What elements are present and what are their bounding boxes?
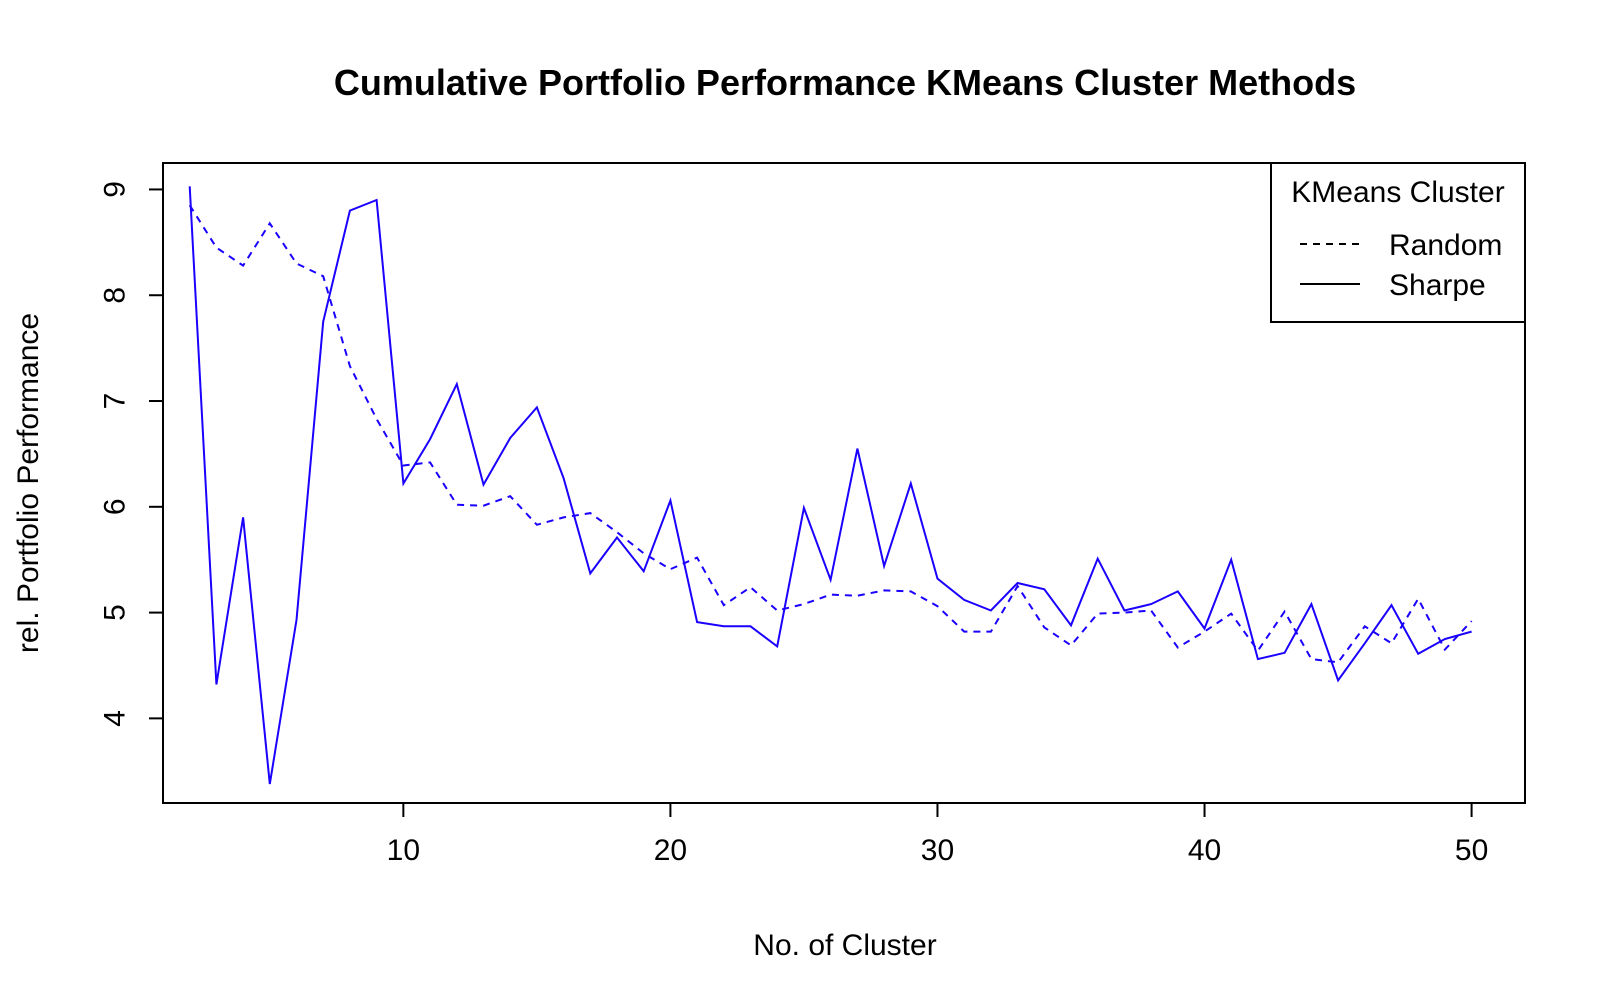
x-axis-label: No. of Cluster: [753, 929, 936, 962]
series-layer: [188, 186, 1473, 785]
y-tick-label: 4: [99, 710, 132, 727]
legend-label-random: Random: [1389, 229, 1502, 262]
x-tick-label: 20: [654, 834, 687, 867]
y-tick-label: 6: [99, 498, 132, 515]
legend: KMeans Cluster Random Sharpe: [1270, 162, 1526, 323]
y-tick-label: 9: [99, 181, 132, 198]
x-tick-label: 30: [921, 834, 954, 867]
legend-label-sharpe: Sharpe: [1389, 269, 1486, 302]
x-axis: 10 20 30 40 50: [387, 803, 1488, 867]
series-line-sharpe: [188, 186, 1472, 785]
y-axis-label: rel. Portfolio Performance: [12, 313, 45, 653]
x-tick-label: 50: [1455, 834, 1488, 867]
y-tick-label: 5: [99, 604, 132, 621]
y-tick-label: 7: [99, 393, 132, 410]
y-tick-label: 8: [99, 287, 132, 304]
plot-frame: [162, 162, 1526, 804]
x-tick-label: 40: [1188, 834, 1221, 867]
y-axis: 4 5 6 7 8 9: [99, 181, 163, 727]
chart-title: Cumulative Portfolio Performance KMeans …: [334, 62, 1356, 103]
series-line-random: [188, 204, 1473, 664]
legend-title: KMeans Cluster: [1291, 176, 1504, 209]
x-tick-label: 10: [387, 834, 420, 867]
legend-box: [1270, 162, 1526, 323]
